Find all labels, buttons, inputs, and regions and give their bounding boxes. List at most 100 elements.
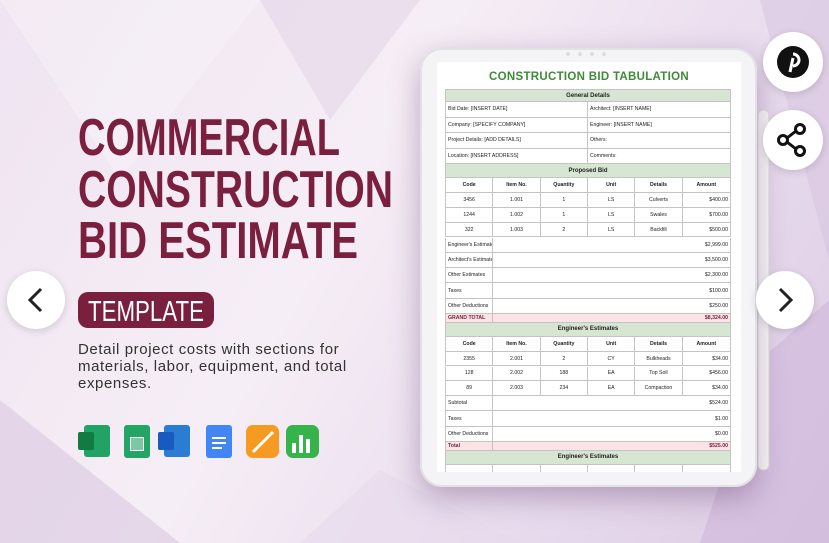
cell: Engineer's Estimates [446, 237, 494, 252]
cell: 234 [541, 381, 588, 396]
cell: $1.00 [715, 415, 728, 422]
table-row: Engineer's Estimates [445, 323, 731, 337]
cell: 2 [541, 351, 588, 366]
cell: Architect's Estimates [446, 252, 494, 268]
cell [588, 464, 636, 472]
document: CONSTRUCTION BID TABULATION General Deta… [437, 62, 741, 472]
table-row: Engineer's Estimates $2,999.00 [445, 237, 731, 253]
table-row: 322 1.003 2 LS Backfill $500.00 [445, 222, 731, 238]
camera [566, 52, 606, 56]
cell: Total [446, 442, 494, 450]
cell: Quantity [541, 177, 588, 193]
table-row: Architect's Estimates $3,500.00 [445, 252, 731, 269]
cell: $100.00 [709, 287, 728, 294]
cell: Amount [696, 340, 717, 347]
cell: Unit [588, 177, 636, 193]
cell: 3456 [446, 193, 494, 207]
cell: Engineer's Estimates [446, 451, 730, 464]
cell: $8,324.00 [704, 315, 728, 321]
cell: EA [588, 381, 636, 396]
table-row: Bid Date: [INSERT DATE] Architect: [INSER… [445, 102, 731, 118]
table-row: 3456 1.001 1 LS Culverts $400.00 [445, 193, 731, 208]
cell: Location: [INSERT ADDRESS] [446, 148, 588, 164]
share-button[interactable] [763, 110, 823, 170]
cell: Compaction [635, 381, 683, 396]
cell: 1.001 [493, 193, 541, 207]
table-row: GRAND TOTAL $8,324.00 [445, 314, 731, 323]
table-row: General Details [445, 89, 731, 102]
cell: Bulkheads [635, 351, 683, 366]
cell: Backfill [635, 222, 683, 237]
cell: Culverts [635, 193, 683, 207]
cell: Item No. [493, 336, 541, 351]
table-row: Total $525.00 [445, 442, 731, 451]
cell: Project Details: [ADD DETAILS] [446, 133, 588, 148]
pinterest-button[interactable] [763, 32, 823, 92]
table-row: Location: [INSERT ADDRESS] Comments: [445, 148, 731, 165]
cell [541, 464, 588, 472]
table-row [445, 464, 731, 472]
title-line: CONSTRUCTION [78, 161, 393, 219]
cell: Others: [590, 137, 608, 144]
cell: CY [588, 351, 636, 366]
cell: $456.00 [709, 370, 728, 377]
description: Detail project costs with sections for m… [78, 341, 347, 392]
badge-label: TEMPLATE [88, 296, 204, 328]
table-row: 128 2.002 188 EA Top Soil $456.00 [445, 366, 731, 382]
cell: $3,500.00 [704, 256, 728, 263]
cell: Other Estimates [446, 268, 494, 283]
cell: EA [588, 366, 636, 381]
title-line: BID ESTIMATE [78, 212, 358, 270]
table-row: 89 2.003 234 EA Compaction $34.00 [445, 381, 731, 397]
table-row: 2355 2.001 2 CY Bulkheads $34.00 [445, 351, 731, 367]
cell: $34.00 [712, 355, 728, 362]
cell: $524.00 [709, 400, 728, 407]
document-title: CONSTRUCTION BID TABULATION [489, 71, 689, 83]
cell: 2.001 [493, 351, 541, 366]
cell: $525.00 [709, 443, 728, 449]
next-button[interactable] [756, 271, 814, 329]
table-row: Code Item No. Quantity Unit Details Amount [445, 336, 731, 352]
cell: $700.00 [709, 211, 728, 218]
cell: Proposed Bid [446, 164, 730, 177]
cell: Details [635, 336, 683, 351]
cell: Other Deductions [446, 426, 494, 441]
prev-button[interactable] [7, 271, 65, 329]
table-row: Other Estimates $2,300.00 [445, 268, 731, 284]
cell: Company: [SPECIFY COMPANY] [446, 117, 588, 133]
cell: 1 [541, 207, 588, 222]
app-icons [78, 425, 319, 458]
badge [78, 292, 214, 328]
cell: Top Soil [635, 366, 683, 381]
table-row: Other Deductions $0.00 [445, 426, 731, 442]
cell: 2.002 [493, 366, 541, 381]
table-row: Code Item No. Quantity Unit Details Amount [445, 177, 731, 194]
cell: Code [446, 336, 494, 351]
cell [493, 464, 541, 472]
table-row: Taxes $100.00 [445, 283, 731, 299]
cell: $2,300.00 [704, 272, 728, 279]
cell: $34.00 [712, 385, 728, 392]
cell: 1.002 [493, 207, 541, 222]
cell: Taxes [446, 411, 494, 426]
cell: $0.00 [715, 430, 728, 437]
cell: Subtotal [446, 396, 494, 411]
cell: $500.00 [709, 226, 728, 233]
cell: 2.003 [493, 381, 541, 396]
cell: $250.00 [709, 302, 728, 309]
table-row: Other Deductions $250.00 [445, 298, 731, 314]
title-line: COMMERCIAL [78, 109, 340, 167]
cell: 1 [541, 193, 588, 207]
cell: General Details [446, 90, 730, 101]
cell: Details [635, 177, 683, 193]
cell: Code [446, 177, 494, 193]
cell: 2 [541, 222, 588, 237]
cell: $2,999.00 [704, 241, 728, 248]
cell: $400.00 [709, 196, 728, 203]
cell: GRAND TOTAL [446, 314, 494, 322]
cell: 1244 [446, 207, 494, 222]
cell [635, 464, 683, 472]
cell: 89 [446, 381, 494, 396]
